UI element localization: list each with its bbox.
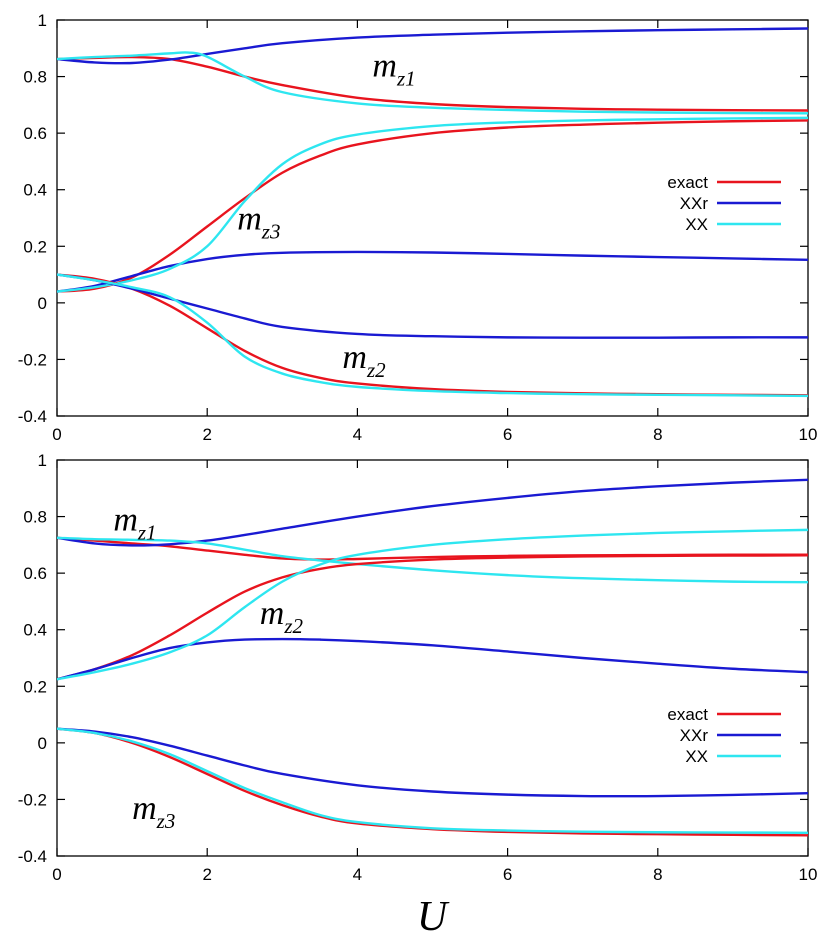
annotation-mz2: mz2 (260, 595, 304, 638)
series-group (57, 27, 808, 398)
series-line-xx (57, 116, 808, 293)
y-tick-label: 0.6 (23, 124, 47, 143)
plot-frame (56, 459, 809, 857)
x-tick-label: 6 (503, 425, 512, 444)
plot-frame (56, 19, 809, 417)
legend-label-xxr: XXr (680, 194, 709, 213)
x-tick-label: 8 (653, 425, 662, 444)
series-line-xxr (57, 478, 808, 547)
legend: exact XXr XX (667, 173, 781, 234)
series-line-xx (57, 727, 808, 835)
y-tick-label: 0.2 (23, 237, 47, 256)
series-group (57, 478, 808, 837)
series-line-xx (57, 528, 808, 681)
series-line-exact (57, 727, 808, 837)
x-tick-label: 4 (353, 865, 362, 884)
x-tick-label: 4 (353, 425, 362, 444)
y-tick-label: 0 (38, 294, 47, 313)
y-tick-label: 0.4 (23, 181, 47, 200)
annotation-mz3: mz3 (237, 200, 280, 243)
legend-label-exact: exact (667, 173, 708, 192)
y-tick-label: 0.8 (23, 508, 47, 527)
x-tick-label: 2 (202, 425, 211, 444)
series-line-xxr (57, 727, 808, 798)
y-tick-label: 0.8 (23, 68, 47, 87)
series-line-xxr (57, 273, 808, 339)
x-tick-label: 10 (799, 425, 818, 444)
series-line-exact (57, 554, 808, 681)
x-tick-label: 2 (202, 865, 211, 884)
annotation-mz2: mz2 (342, 339, 386, 382)
bottom-panel: -0.4-0.200.20.40.60.810 2 4 6 8 10mz1mz2mz3ex… (18, 451, 818, 884)
x-axis-label: U (417, 894, 450, 939)
x-tick-label: 0 (52, 865, 61, 884)
series-line-exact (57, 119, 808, 293)
x-tick-label: 10 (799, 865, 818, 884)
y-tick-label: -0.4 (18, 847, 47, 866)
y-tick-label: 0.4 (23, 621, 47, 640)
annotation-mz1: mz1 (372, 48, 415, 91)
series-line-exact (57, 55, 808, 112)
annotation-mz3: mz3 (132, 790, 175, 833)
series-line-xxr (57, 250, 808, 293)
x-tick-label: 6 (503, 865, 512, 884)
series-line-xxr (57, 27, 808, 65)
legend-label-xx: XX (685, 215, 708, 234)
legend: exact XXr XX (667, 705, 781, 766)
series-line-xxr (57, 637, 808, 681)
legend-label-exact: exact (667, 705, 708, 724)
x-tick-label: 0 (52, 425, 61, 444)
legend-label-xx: XX (685, 747, 708, 766)
y-tick-label: 0.2 (23, 677, 47, 696)
legend-label-xxr: XXr (680, 726, 709, 745)
y-tick-label: 0.6 (23, 564, 47, 583)
y-tick-label: 1 (38, 11, 47, 30)
top-panel: -0.4-0.200.20.40.60.810 2 4 6 8 10mz1mz3mz2ex… (18, 11, 818, 444)
series-line-xx (57, 51, 808, 115)
y-tick-label: 0 (38, 734, 47, 753)
series-line-exact (57, 273, 808, 397)
annotation-mz1: mz1 (113, 502, 156, 545)
x-tick-label: 8 (653, 865, 662, 884)
y-tick-label: -0.4 (18, 407, 47, 426)
y-tick-label: -0.2 (18, 790, 47, 809)
y-tick-label: -0.2 (18, 350, 47, 369)
series-line-xx (57, 273, 808, 398)
y-tick-label: 1 (38, 451, 47, 470)
